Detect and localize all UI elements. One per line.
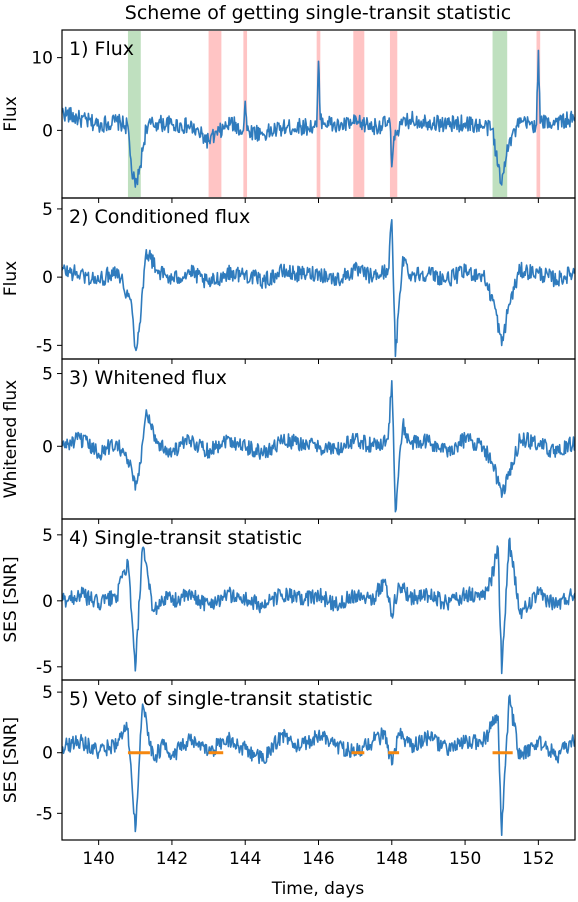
panel-5: -5 0 5 5) Veto of single-transit statistic S… (1, 679, 576, 845)
series-line-panel-1 (62, 49, 575, 188)
y-tick-label: 5 (42, 200, 53, 220)
x-tick-label: 142 (156, 849, 188, 869)
x-tick-label: 140 (82, 849, 114, 869)
panel-title-1: 1) Flux (69, 38, 134, 60)
x-tick-label: 146 (302, 849, 334, 869)
panel-title-3: 3) Whitened flux (69, 367, 227, 389)
x-tick-label: 144 (229, 849, 261, 869)
y-tick-label: -5 (36, 658, 53, 678)
y-tick-label: 0 (42, 592, 53, 612)
series-line-panel-5 (62, 694, 575, 836)
y-axis-label-2: Flux (1, 261, 21, 296)
x-tick-label: 148 (376, 849, 408, 869)
y-axis-label-4: SES [SNR] (1, 556, 21, 642)
y-tick-label: 10 (31, 49, 53, 69)
y-tick-label: -5 (36, 336, 53, 356)
panel-title-4: 4) Single-transit statistic (69, 527, 302, 549)
y-tick-label: 5 (42, 365, 53, 385)
y-tick-label: 0 (42, 437, 53, 457)
series-line-panel-4 (62, 537, 575, 675)
panel-1: 0 10 1) Flux Flux (1, 29, 576, 203)
artifact-band-6 (389, 31, 398, 197)
transit-band-1 (127, 31, 141, 197)
artifact-band-8 (536, 31, 541, 197)
y-tick-label: 0 (42, 744, 53, 764)
panel-title-2: 2) Conditioned flux (69, 206, 250, 228)
panel-2: -5 0 5 2) Conditioned flux Flux (1, 197, 576, 364)
artifact-band-2 (208, 31, 222, 197)
artifact-band-4 (316, 31, 321, 197)
panel-3: 0 5 3) Whitened flux Whitened flux (1, 358, 576, 524)
panel-title-5: 5) Veto of single-transit statistic (69, 688, 373, 710)
y-axis-label-5: SES [SNR] (1, 717, 21, 803)
y-axis-label-1: Flux (1, 96, 21, 131)
y-tick-label: 5 (42, 683, 53, 703)
series-line-panel-3 (62, 380, 575, 513)
y-axis-label-3: Whitened flux (1, 380, 21, 498)
x-tick-label: 150 (449, 849, 481, 869)
artifact-band-5 (353, 31, 365, 197)
y-tick-label: 0 (42, 268, 53, 288)
x-axis-label: Time, days (271, 879, 365, 899)
panel-4: -5 0 5 4) Single-transit statistic SES [SNR] (1, 518, 576, 685)
y-tick-label: 5 (42, 526, 53, 546)
y-tick-label: -5 (36, 804, 53, 824)
figure-title: Scheme of getting single-transit statist… (125, 2, 511, 24)
x-tick-label: 152 (522, 849, 554, 869)
y-tick-label: 0 (42, 121, 53, 141)
panels: 0 10 1) Flux Flux -5 0 5 2) Conditioned flux Flu… (1, 29, 576, 845)
series-line-panel-2 (62, 219, 575, 358)
x-tick-labels: 140 142 144 146 148 150 152 (82, 849, 554, 869)
